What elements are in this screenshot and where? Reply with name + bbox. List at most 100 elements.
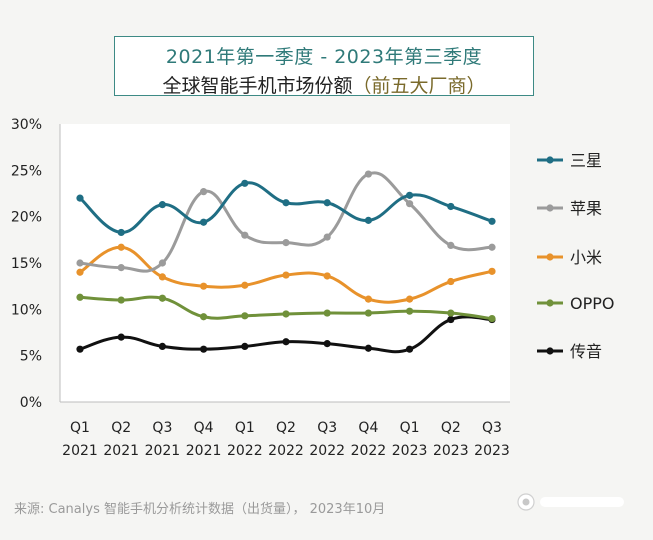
data-point-4	[447, 315, 455, 324]
data-point-4	[282, 338, 290, 346]
data-point-1	[406, 200, 414, 208]
watermark-logo	[517, 493, 624, 511]
x-tick-label-quarter: Q3	[317, 420, 337, 436]
legend-label: 苹果	[570, 199, 602, 218]
data-point-3	[117, 296, 125, 304]
x-tick-label-quarter: Q2	[276, 420, 296, 436]
y-tick-label: 25%	[11, 163, 42, 179]
x-tick-label-year: 2021	[103, 443, 139, 459]
chart-subtitle-main: 全球智能手机市场份额	[162, 75, 353, 97]
legend-swatch-marker	[546, 347, 554, 355]
chart-subtitle-paren-open: （	[352, 75, 372, 97]
data-point-2	[406, 295, 414, 303]
x-tick-label-year: 2021	[145, 443, 181, 459]
legend-label: 传音	[570, 342, 602, 361]
data-point-1	[158, 259, 166, 267]
data-point-2	[323, 272, 331, 280]
data-point-3	[200, 313, 208, 321]
data-point-4	[323, 340, 331, 348]
chart-subtitle: 全球智能手机市场份额（前五大厂商）	[115, 71, 533, 98]
x-tick-label-year: 2023	[474, 443, 510, 459]
legend-label: 三星	[570, 151, 602, 170]
data-point-0	[200, 218, 208, 226]
x-tick-label-quarter: Q1	[235, 420, 255, 436]
data-point-0	[323, 199, 331, 207]
x-tick-label-year: 2022	[227, 443, 263, 459]
x-tick-label-year: 2022	[351, 443, 387, 459]
chart-subtitle-paren-close: ）	[466, 75, 486, 97]
data-point-3	[158, 294, 166, 302]
x-tick-label-year: 2021	[186, 443, 222, 459]
data-point-4	[117, 333, 125, 341]
data-point-1	[200, 188, 208, 196]
data-point-4	[406, 345, 414, 353]
data-point-1	[488, 243, 496, 251]
x-tick-label-quarter: Q3	[152, 420, 172, 436]
data-point-1	[323, 233, 331, 241]
data-point-3	[323, 309, 331, 317]
x-tick-label-quarter: Q1	[400, 420, 420, 436]
data-point-4	[200, 345, 208, 353]
x-tick-label-year: 2023	[433, 443, 469, 459]
x-tick-label-year: 2021	[62, 443, 98, 459]
data-point-4	[158, 342, 166, 350]
data-point-2	[282, 271, 290, 279]
data-point-1	[76, 259, 84, 267]
chart-title-box: 2021年第一季度 - 2023年第三季度 全球智能手机市场份额（前五大厂商）	[114, 36, 534, 98]
data-point-3	[488, 315, 496, 323]
data-point-1	[241, 231, 249, 239]
data-point-3	[364, 309, 372, 317]
data-point-0	[158, 201, 166, 209]
data-point-2	[117, 243, 125, 251]
chart-subtitle-paren-text: 前五大厂商	[371, 75, 467, 97]
data-point-3	[447, 309, 455, 317]
data-point-3	[406, 307, 414, 315]
data-point-0	[406, 191, 414, 199]
legend-swatch-marker	[546, 204, 554, 212]
data-point-0	[282, 199, 290, 207]
legend-swatch-marker	[546, 253, 554, 261]
x-tick-label-quarter: Q4	[358, 420, 378, 436]
x-tick-label-quarter: Q3	[482, 420, 502, 436]
plot-area	[60, 124, 510, 402]
legend-label: OPPO	[570, 294, 614, 313]
legend-swatch-marker	[546, 156, 554, 164]
data-point-3	[241, 312, 249, 320]
data-point-2	[447, 277, 455, 286]
data-point-2	[364, 295, 372, 303]
data-point-0	[364, 216, 372, 224]
x-tick-label-quarter: Q2	[441, 420, 461, 436]
data-point-0	[447, 202, 455, 211]
data-point-4	[76, 345, 84, 353]
x-tick-label-year: 2022	[268, 443, 304, 459]
data-point-1	[117, 264, 125, 272]
x-tick-label-year: 2022	[309, 443, 345, 459]
data-point-4	[241, 342, 249, 350]
x-tick-label-year: 2023	[392, 443, 428, 459]
y-tick-label: 10%	[11, 302, 42, 318]
data-point-0	[76, 194, 84, 202]
data-point-0	[488, 217, 496, 225]
x-tick-label-quarter: Q4	[194, 420, 214, 436]
y-tick-label: 30%	[11, 117, 42, 133]
y-tick-label: 15%	[11, 256, 42, 272]
data-point-0	[117, 228, 125, 237]
y-tick-label: 0%	[20, 395, 42, 411]
chart-title: 2021年第一季度 - 2023年第三季度	[165, 46, 483, 68]
data-point-1	[364, 170, 372, 178]
data-point-2	[488, 267, 496, 275]
data-point-1	[447, 241, 455, 249]
data-point-2	[158, 273, 166, 281]
legend-label: 小米	[570, 248, 602, 267]
data-point-3	[282, 310, 290, 318]
y-tick-label: 20%	[11, 210, 42, 226]
data-point-2	[200, 282, 208, 290]
data-point-1	[282, 239, 290, 247]
source-note: 来源: Canalys 智能手机分析统计数据（出货量）， 2023年10月	[14, 502, 386, 517]
data-point-3	[76, 293, 84, 301]
y-tick-label: 5%	[20, 349, 42, 365]
data-point-4	[364, 344, 372, 352]
x-tick-label-quarter: Q1	[70, 420, 90, 436]
